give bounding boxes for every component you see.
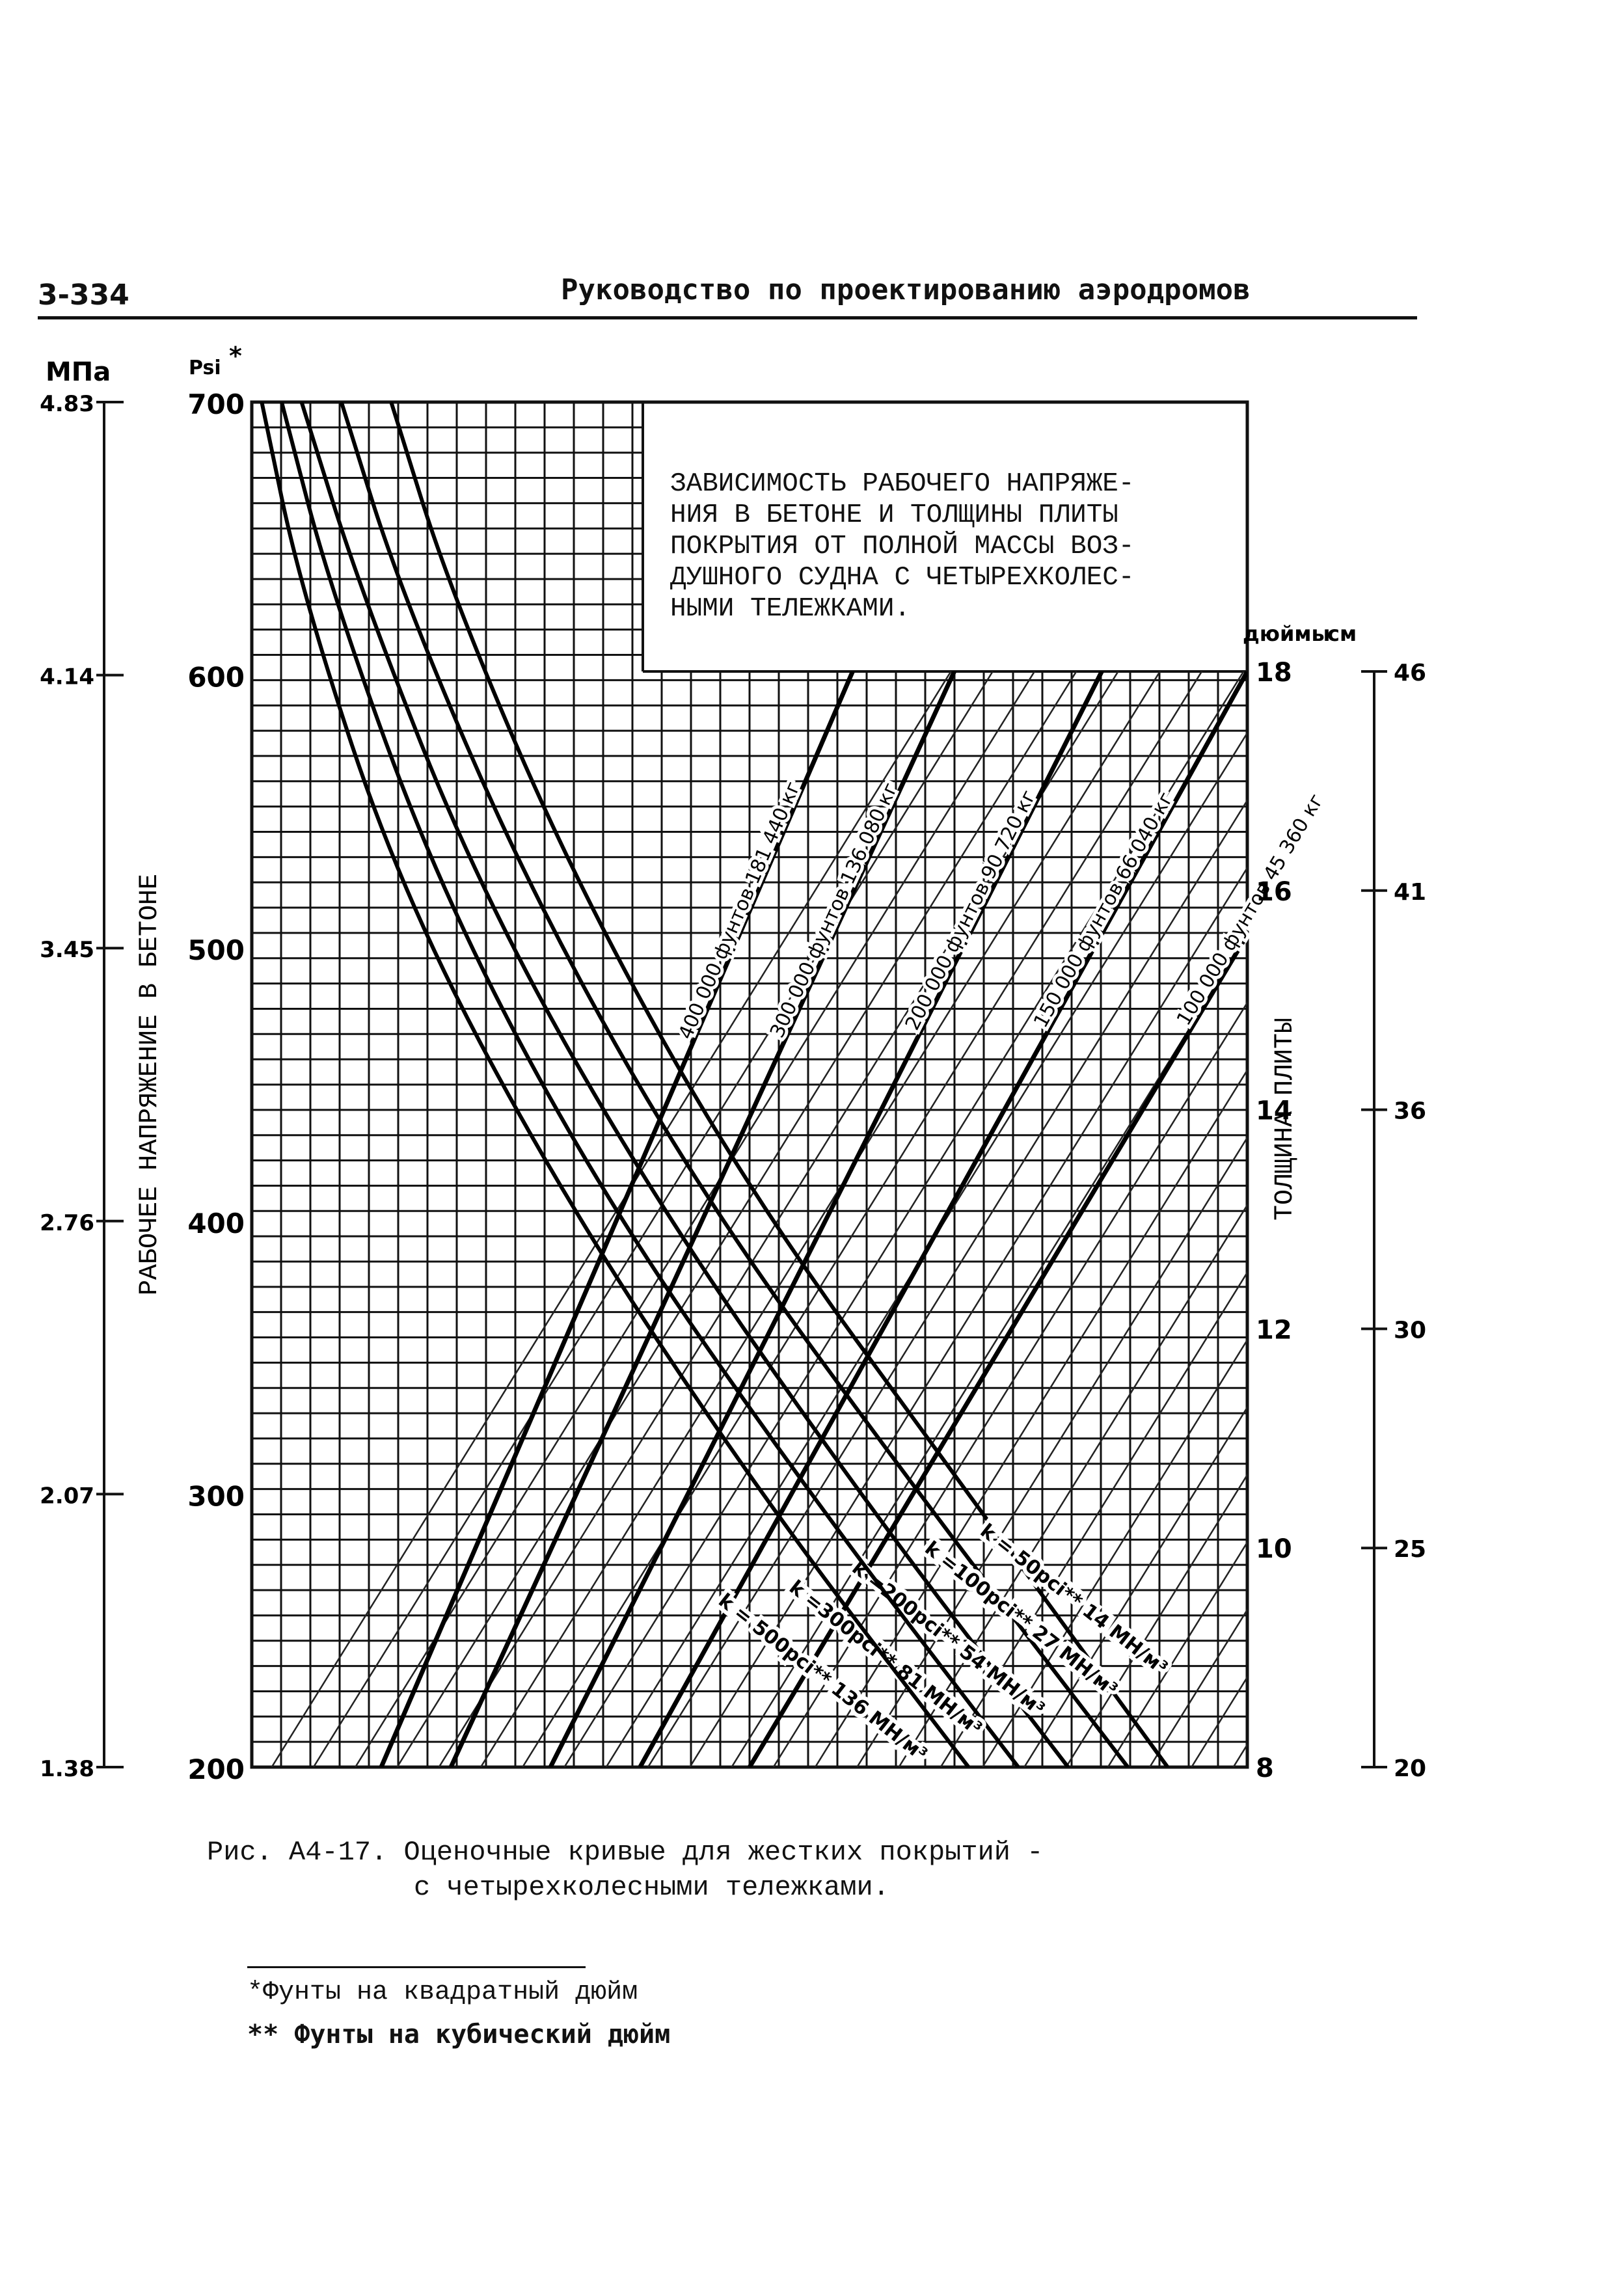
caption-line-2: с четырехколесными тележками. bbox=[414, 1872, 889, 1903]
mpa-axis-tick-label: 1.38 bbox=[40, 1756, 94, 1782]
left-axis-tick-label: 300 bbox=[187, 1480, 245, 1512]
left-axis-tick-label: 600 bbox=[187, 662, 245, 694]
info-line: НИЯ В БЕТОНЕ И ТОЛЩИНЫ ПЛИТЫ bbox=[670, 500, 1118, 530]
left-axis-tick-label: 700 bbox=[187, 388, 245, 420]
right-axis-unit: дюймы bbox=[1243, 621, 1330, 646]
diagonal-line bbox=[563, 671, 1245, 1767]
right-axis-tick-label: 14 bbox=[1256, 1096, 1292, 1126]
diagonal-line bbox=[396, 671, 1077, 1767]
footnote-1: *Фунты на квадратный дюйм bbox=[247, 1978, 638, 2007]
diagonal-line bbox=[1065, 1473, 1247, 1767]
diagonal-line bbox=[1568, 402, 1624, 1767]
left-axis-label: РАБОЧЕЕ НАПРЯЖЕНИЕ В БЕТОНЕ bbox=[135, 874, 165, 1295]
mpa-axis-tick-label: 2.07 bbox=[40, 1483, 94, 1509]
diagonal-line bbox=[1442, 402, 1624, 1767]
weight-line bbox=[638, 402, 1247, 1767]
diagonal-line bbox=[355, 671, 1036, 1767]
caption-line-1: Рис. А4-17. Оценочные кривые для жестких… bbox=[207, 1837, 1044, 1868]
right-axis-tick-label: 12 bbox=[1256, 1315, 1292, 1345]
right-outer-axis-unit: см bbox=[1327, 621, 1357, 646]
cm-axis-tick-label: 46 bbox=[1394, 660, 1426, 686]
footnote-2: ** Фунты на кубический дюйм bbox=[247, 2020, 671, 2049]
cm-axis-tick-label: 25 bbox=[1394, 1536, 1426, 1563]
header-rule bbox=[38, 316, 1417, 319]
diagonal-line bbox=[1275, 402, 1624, 1767]
chart-info-box: ЗАВИСИМОСТЬ РАБОЧЕГО НАПРЯЖЕ- НИЯ В БЕТО… bbox=[670, 468, 1230, 625]
right-axis-label: ТОЛЩИНА ПЛИТЫ bbox=[1271, 1018, 1300, 1221]
cm-axis-tick-label: 36 bbox=[1394, 1098, 1426, 1125]
info-line: ЗАВИСИМОСТЬ РАБОЧЕГО НАПРЯЖЕ- bbox=[670, 469, 1135, 499]
mpa-axis-unit: МПа bbox=[46, 357, 111, 387]
k-curve bbox=[299, 402, 1070, 1767]
mpa-axis-tick-label: 2.76 bbox=[40, 1210, 94, 1236]
info-line: ПОКРЫТИЯ ОТ ПОЛНОЙ МАССЫ ВОЗ- bbox=[670, 532, 1135, 561]
page-number: 3-334 bbox=[38, 278, 129, 312]
weight-line-label: 200 000 фунтов 90 720 кг bbox=[901, 787, 1041, 1034]
diagonal-line bbox=[1317, 402, 1624, 1767]
diagonal-line bbox=[981, 1338, 1247, 1767]
right-axis-tick-label: 18 bbox=[1256, 658, 1292, 688]
left-axis-tick-label: 200 bbox=[187, 1753, 245, 1785]
cm-axis-tick-label: 30 bbox=[1394, 1317, 1426, 1344]
running-title: Руководство по проектированию аэродромов bbox=[561, 273, 1251, 306]
left-axis-unit: Psi bbox=[189, 357, 221, 379]
diagonal-line bbox=[731, 934, 1247, 1767]
info-line: НЫМИ ТЕЛЕЖКАМИ. bbox=[670, 594, 911, 624]
footnote-rule bbox=[247, 1966, 586, 1968]
k-curve bbox=[260, 402, 970, 1767]
mpa-axis-tick-label: 4.83 bbox=[40, 391, 94, 417]
info-line: ДУШНОГО СУДНА С ЧЕТЫРЕХКОЛЕС- bbox=[670, 563, 1135, 593]
weight-line-label: 100 000 фунтов 45 360 кг bbox=[1172, 790, 1328, 1029]
diagonal-line bbox=[480, 671, 1161, 1767]
left-axis-unit-mark: * bbox=[229, 342, 242, 370]
diagonal-line bbox=[940, 1271, 1247, 1767]
cm-axis-tick-label: 41 bbox=[1394, 879, 1426, 906]
left-axis-tick-label: 500 bbox=[187, 934, 245, 966]
weight-line-label: 150 000 фунтов 66 040 кг bbox=[1029, 789, 1178, 1032]
diagonal-line bbox=[1610, 402, 1624, 1767]
diagonal-line bbox=[856, 1136, 1247, 1767]
diagonal-line bbox=[312, 671, 994, 1767]
diagonal-line bbox=[1023, 1405, 1247, 1767]
diagonal-line bbox=[772, 1001, 1247, 1767]
diagonal-line bbox=[1484, 402, 1624, 1767]
right-axis-tick-label: 8 bbox=[1256, 1753, 1274, 1783]
diagonal-line bbox=[605, 731, 1247, 1767]
k-curve bbox=[279, 402, 1020, 1767]
mpa-axis-tick-label: 3.45 bbox=[40, 937, 94, 963]
cm-axis-tick-label: 20 bbox=[1394, 1755, 1426, 1782]
right-axis-tick-label: 16 bbox=[1256, 877, 1292, 907]
figure-caption: Рис. А4-17. Оценочные кривые для жестких… bbox=[207, 1835, 1043, 1905]
diagonal-line bbox=[647, 798, 1247, 1767]
right-axis-tick-label: 10 bbox=[1256, 1534, 1292, 1564]
diagonal-line bbox=[271, 671, 952, 1767]
diagonal-line bbox=[1526, 402, 1624, 1767]
diagonal-line bbox=[898, 1203, 1247, 1767]
k-curve bbox=[389, 402, 1170, 1767]
k-curve bbox=[339, 402, 1130, 1767]
weight-line bbox=[747, 402, 1247, 1767]
mpa-axis-tick-label: 4.14 bbox=[40, 664, 94, 690]
diagonal-line bbox=[438, 671, 1119, 1767]
left-axis-tick-label: 400 bbox=[187, 1208, 245, 1239]
diagonal-line bbox=[689, 866, 1247, 1767]
diagonal-line bbox=[1401, 402, 1624, 1767]
